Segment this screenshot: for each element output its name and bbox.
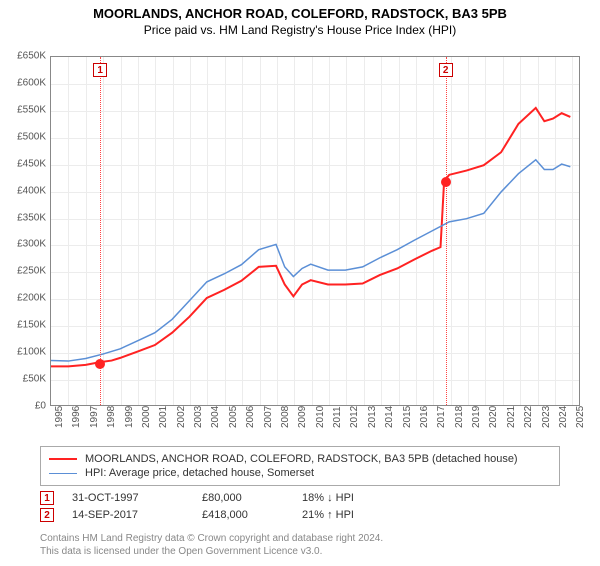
x-axis-label: 2000	[141, 406, 152, 428]
legend-row: MOORLANDS, ANCHOR ROAD, COLEFORD, RADSTO…	[49, 453, 551, 465]
x-axis-label: 2020	[488, 406, 499, 428]
x-axis-label: 1997	[89, 406, 100, 428]
x-axis-label: 2005	[228, 406, 239, 428]
event-badge: 1	[40, 491, 54, 505]
event-date: 14-SEP-2017	[72, 509, 202, 521]
marker-number-box: 2	[439, 63, 453, 77]
marker-line	[100, 57, 101, 405]
chart-lines	[51, 57, 579, 405]
y-axis-label: £100K	[0, 347, 46, 358]
marker-line	[446, 57, 447, 405]
event-row: 2 14-SEP-2017£418,00021% ↑ HPI	[40, 508, 560, 522]
legend-label: HPI: Average price, detached house, Some…	[85, 467, 314, 479]
license-text: Contains HM Land Registry data © Crown c…	[40, 532, 560, 558]
y-axis-label: £0	[0, 401, 46, 412]
license-line: This data is licensed under the Open Gov…	[40, 545, 560, 558]
event-date: 31-OCT-1997	[72, 492, 202, 504]
y-axis-label: £300K	[0, 239, 46, 250]
chart-subtitle: Price paid vs. HM Land Registry's House …	[0, 23, 600, 37]
y-axis-label: £200K	[0, 293, 46, 304]
event-badge: 2	[40, 508, 54, 522]
legend-label: MOORLANDS, ANCHOR ROAD, COLEFORD, RADSTO…	[85, 453, 518, 465]
x-axis-label: 2024	[558, 406, 569, 428]
y-axis-label: £500K	[0, 131, 46, 142]
license-line: Contains HM Land Registry data © Crown c…	[40, 532, 560, 545]
marker-number-box: 1	[93, 63, 107, 77]
x-axis-label: 2004	[210, 406, 221, 428]
x-axis-label: 2014	[384, 406, 395, 428]
legend-row: HPI: Average price, detached house, Some…	[49, 467, 551, 479]
y-axis-label: £150K	[0, 320, 46, 331]
y-axis-label: £50K	[0, 374, 46, 385]
x-axis-label: 2009	[297, 406, 308, 428]
event-delta: 21% ↑ HPI	[302, 509, 422, 521]
legend-swatch	[49, 458, 77, 460]
x-axis-label: 2018	[454, 406, 465, 428]
chart-title: MOORLANDS, ANCHOR ROAD, COLEFORD, RADSTO…	[0, 6, 600, 21]
x-axis-label: 2012	[349, 406, 360, 428]
series-property	[51, 108, 570, 367]
event-price: £80,000	[202, 492, 302, 504]
x-axis-label: 2006	[245, 406, 256, 428]
x-axis-label: 2017	[436, 406, 447, 428]
y-axis-label: £350K	[0, 212, 46, 223]
y-axis-label: £550K	[0, 104, 46, 115]
x-axis-label: 2013	[367, 406, 378, 428]
x-axis-label: 1998	[106, 406, 117, 428]
event-delta: 18% ↓ HPI	[302, 492, 422, 504]
x-axis-label: 2019	[471, 406, 482, 428]
x-axis-label: 2015	[402, 406, 413, 428]
event-row: 1 31-OCT-1997£80,00018% ↓ HPI	[40, 491, 560, 505]
y-axis-label: £650K	[0, 51, 46, 62]
x-axis-label: 2023	[541, 406, 552, 428]
x-axis-label: 2025	[575, 406, 586, 428]
event-price: £418,000	[202, 509, 302, 521]
x-axis-label: 2003	[193, 406, 204, 428]
legend: MOORLANDS, ANCHOR ROAD, COLEFORD, RADSTO…	[40, 446, 560, 486]
y-axis-label: £450K	[0, 158, 46, 169]
y-axis-label: £400K	[0, 185, 46, 196]
y-axis-label: £600K	[0, 77, 46, 88]
marker-dot	[441, 177, 451, 187]
x-axis-label: 2016	[419, 406, 430, 428]
x-axis-label: 2021	[506, 406, 517, 428]
event-table: 1 31-OCT-1997£80,00018% ↓ HPI 2 14-SEP-2017…	[40, 488, 560, 525]
series-hpi	[51, 160, 570, 361]
x-axis-label: 2010	[315, 406, 326, 428]
x-axis-label: 1995	[54, 406, 65, 428]
x-axis-label: 2022	[523, 406, 534, 428]
y-axis-label: £250K	[0, 266, 46, 277]
x-axis-label: 2007	[263, 406, 274, 428]
x-axis-label: 2011	[332, 406, 343, 428]
marker-dot	[95, 359, 105, 369]
legend-swatch	[49, 473, 77, 474]
x-axis-label: 1996	[71, 406, 82, 428]
x-axis-label: 2001	[158, 406, 169, 428]
x-axis-label: 1999	[124, 406, 135, 428]
x-axis-label: 2002	[176, 406, 187, 428]
x-axis-label: 2008	[280, 406, 291, 428]
chart-plot-area: 1995199619971998199920002001200220032004…	[50, 56, 580, 406]
